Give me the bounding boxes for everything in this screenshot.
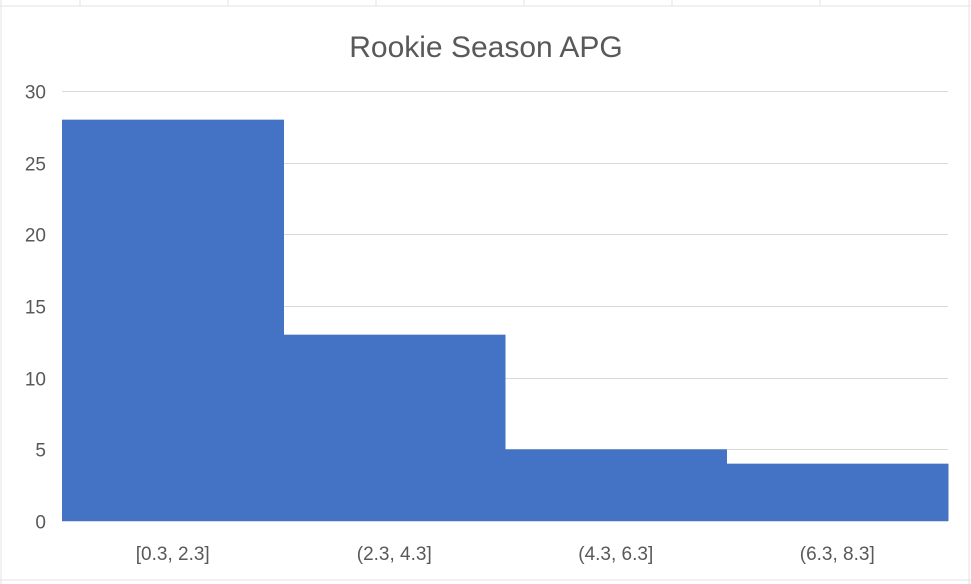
y-tick-label: 25 [25, 155, 46, 176]
histogram-bar [62, 119, 284, 522]
y-tick-label: 15 [25, 298, 46, 319]
y-tick-label: 30 [25, 83, 46, 104]
x-tick-label: (6.3, 8.3] [800, 544, 875, 565]
bars [62, 119, 949, 522]
x-tick-label: (4.3, 6.3] [578, 544, 653, 565]
histogram-bar [283, 334, 506, 521]
x-axis-ticks: [0.3, 2.3] (2.3, 4.3] (4.3, 6.3] (6.3, 8.3] [136, 544, 875, 565]
x-tick-label: (2.3, 4.3] [357, 544, 432, 565]
y-tick-label: 10 [25, 370, 46, 391]
histogram-bar [726, 463, 949, 521]
y-tick-label: 0 [35, 513, 46, 534]
y-tick-label: 20 [25, 226, 46, 247]
histogram-bar [505, 449, 727, 521]
x-tick-label: [0.3, 2.3] [136, 544, 210, 565]
y-tick-label: 5 [35, 441, 46, 462]
y-axis-ticks: 0 5 10 15 20 25 30 [25, 83, 46, 534]
chart-title: Rookie Season APG [349, 31, 623, 64]
